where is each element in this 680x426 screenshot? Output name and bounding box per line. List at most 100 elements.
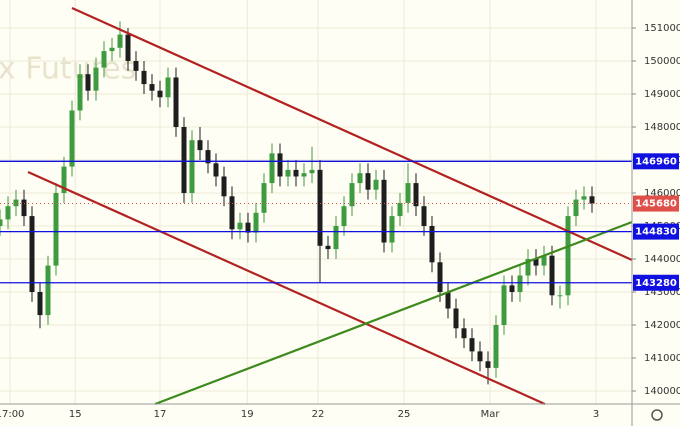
candle-body [573,199,579,217]
candle-body [389,216,395,243]
x-tick-label: 19 [241,409,254,420]
candle-body [173,77,179,127]
level-label-box [633,223,679,240]
candle-body [29,216,35,292]
candle-body [21,199,27,217]
x-tick-label: 22 [312,409,325,420]
candle-body [117,34,123,48]
candle-body [285,169,291,177]
candle-body [509,285,515,292]
y-tick-label: 151000 [644,23,680,34]
candle-body [13,199,19,207]
candle-body [109,47,115,52]
candle-body [229,196,235,230]
candle-body [485,361,491,368]
candle-body [45,265,51,316]
candle-body [237,222,243,230]
y-tick-label: 150000 [644,56,680,67]
candle-body [205,150,211,164]
candle-body [341,206,347,226]
candle-body [85,74,91,91]
candle-body [133,60,139,71]
candle-body [189,140,195,193]
candle-body [125,34,131,61]
candle-body [453,308,459,329]
candle-body [397,202,403,217]
candle-body [525,258,531,276]
candle-body [181,126,187,193]
last-price-box [633,195,679,212]
candle-body [445,291,451,309]
candle-body [493,324,499,368]
candle-body [437,262,443,292]
y-tick-label: 142000 [644,320,680,331]
last-price-label: 145680 [635,199,677,210]
candle-body [405,183,411,203]
candle-body [221,176,227,197]
candle-body [5,206,11,220]
candle-body [245,222,251,233]
candle-body [269,153,275,184]
candle-body [589,196,595,204]
candle-body [213,163,219,177]
x-tick-label: 17 [154,409,167,420]
y-tick-label: 149000 [644,89,680,100]
candle-body [101,51,107,68]
level-label-box [633,153,679,170]
candle-body [413,183,419,207]
candle-body [53,192,59,266]
candle-body [333,225,339,250]
trendline [27,170,546,406]
candle-body [253,212,259,233]
y-tick-label: 143000 [644,287,680,298]
candle-body [69,110,75,167]
candle-body [93,67,99,91]
y-tick-label: 146000 [644,188,680,199]
candle-body [565,216,571,296]
candle-body [557,295,563,297]
candle-body [517,275,523,292]
candle-body [373,179,379,190]
watermark: ex Futures [0,52,136,87]
x-tick-label: 25 [398,409,411,420]
candle-body [501,285,507,325]
candle-body [293,169,299,177]
candle-body [365,173,371,190]
trendline [154,220,633,406]
x-tick-label: 15 [69,409,82,420]
x-tick-label: 3 [593,409,599,420]
plot-area [0,0,633,406]
candle-body [549,255,555,296]
candle-body [317,169,323,246]
level-label-box [633,274,679,291]
candle-body [261,183,267,213]
candle-body [309,169,315,174]
x-tick-label: 17:00 [0,409,24,420]
candle-body [533,258,539,266]
candle-body [581,196,587,200]
candle-body [37,291,43,316]
candle-body [429,225,435,263]
candle-body [0,219,3,226]
candle-body [149,84,155,91]
candle-body [349,183,355,207]
candle-body [197,140,203,151]
candle-body [277,153,283,177]
x-tick-label: Mar [481,409,501,420]
y-tick-label: 141000 [644,353,680,364]
y-tick-label: 144000 [644,254,680,265]
settings-icon[interactable] [651,409,663,421]
candle-body [157,90,163,98]
candle-body [421,206,427,226]
candle-body [77,74,83,111]
candle-body [541,255,547,266]
trendline [71,6,633,261]
level-label: 146960 [635,156,677,167]
candle-body [325,245,331,250]
candle-body [469,338,475,352]
candle-body [61,166,67,193]
level-label: 144830 [635,227,677,238]
level-label: 143280 [635,278,677,289]
